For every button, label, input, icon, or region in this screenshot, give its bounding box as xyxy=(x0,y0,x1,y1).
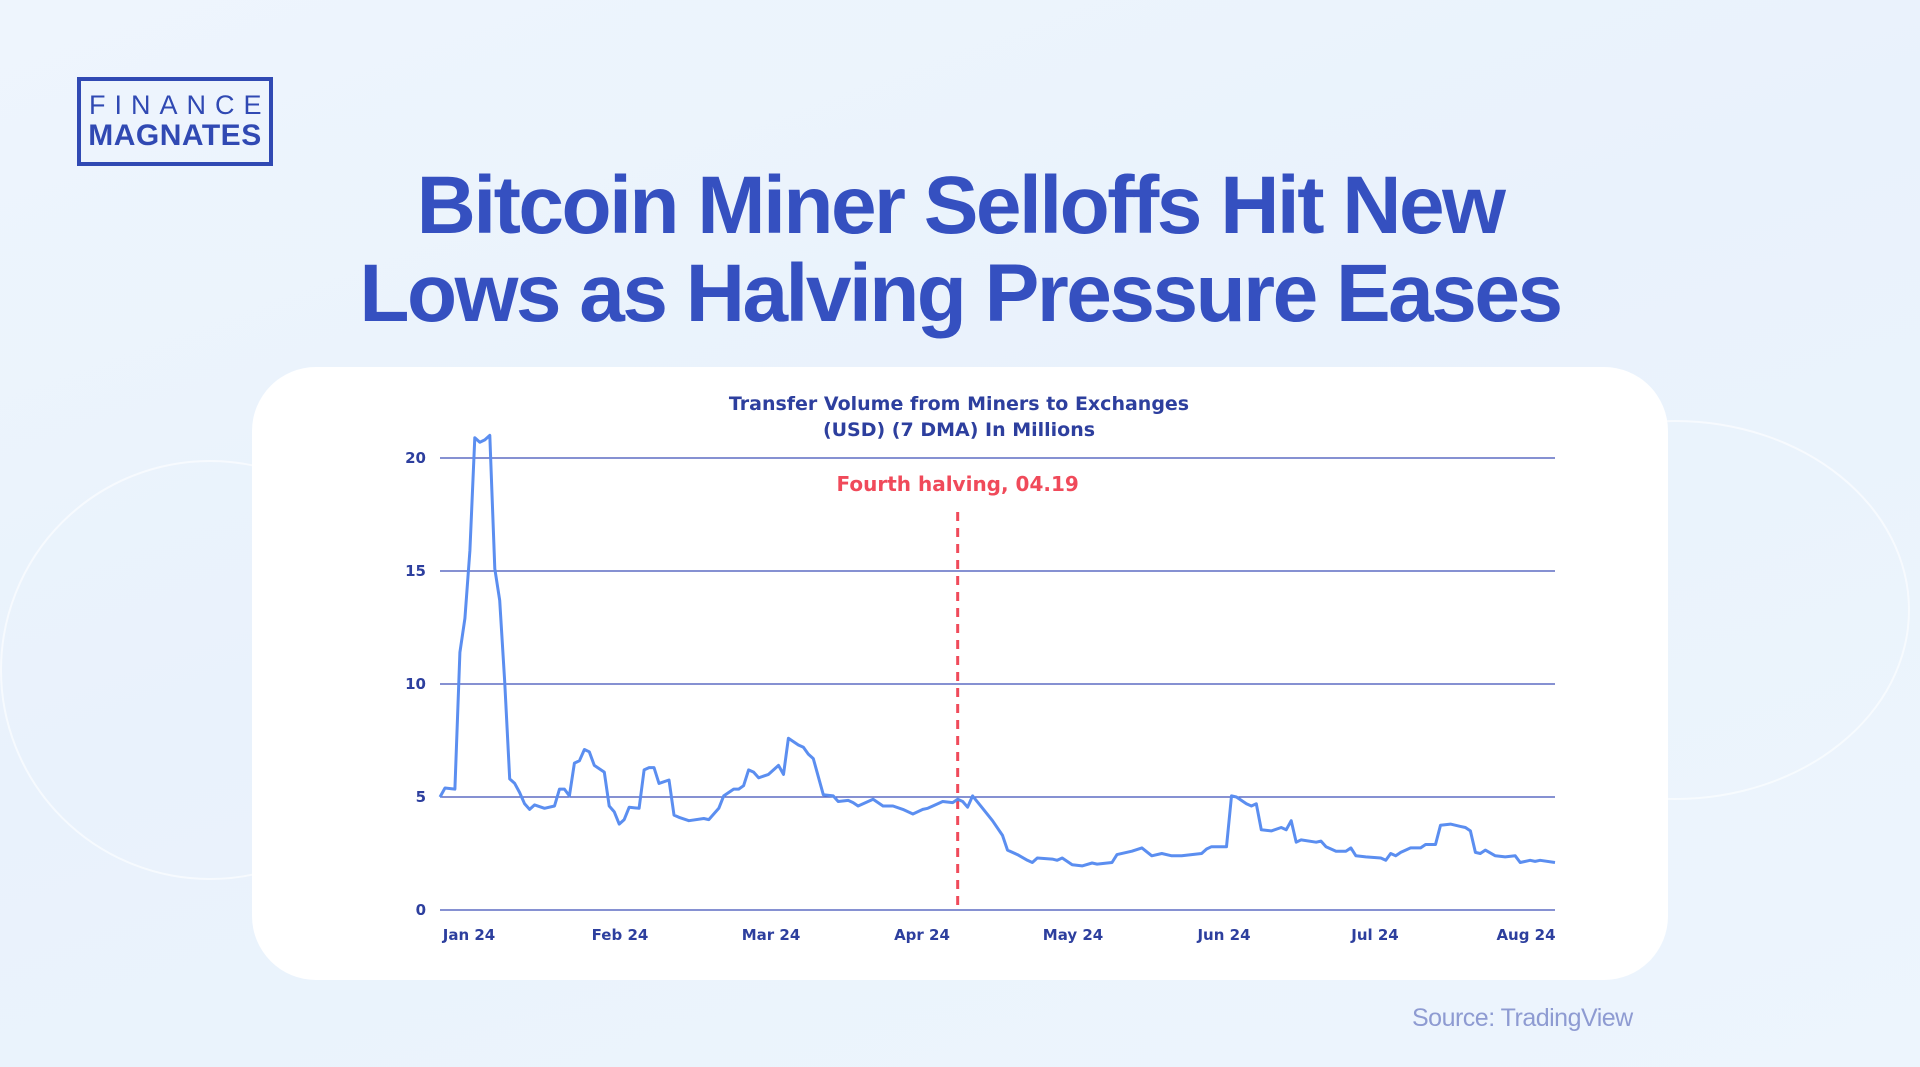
x-tick-label: Feb 24 xyxy=(592,926,649,944)
logo-line-1: FINANCE xyxy=(89,90,271,120)
logo-line-2: MAGNATES xyxy=(88,119,262,152)
y-tick-label: 10 xyxy=(405,675,426,693)
x-tick-label: Mar 24 xyxy=(742,926,801,944)
chart-card xyxy=(252,367,1668,980)
y-tick-label: 15 xyxy=(405,562,426,580)
x-tick-label: Aug 24 xyxy=(1496,926,1555,944)
halving-annotation: Fourth halving, 04.19 xyxy=(837,472,1079,496)
x-tick-label: Apr 24 xyxy=(894,926,950,944)
source-credit: Source: TradingView xyxy=(1412,1004,1633,1032)
x-tick-label: Jan 24 xyxy=(442,926,495,944)
series-line xyxy=(438,433,1556,868)
headline-line-2: Lows as Halving Pressure Eases xyxy=(359,248,1563,339)
y-tick-label: 20 xyxy=(405,449,426,467)
x-tick-label: Jun 24 xyxy=(1196,926,1250,944)
y-tick-label: 5 xyxy=(416,788,426,806)
x-tick-label: May 24 xyxy=(1043,926,1103,944)
chart-title-line-2: (USD) (7 DMA) In Millions xyxy=(823,419,1095,441)
headline: Bitcoin Miner Selloffs Hit New Lows as H… xyxy=(0,162,1920,338)
y-tick-label: 0 xyxy=(416,901,426,919)
x-tick-label: Jul 24 xyxy=(1350,926,1399,944)
finance-magnates-logo: FINANCE MAGNATES xyxy=(77,77,273,166)
headline-line-1: Bitcoin Miner Selloffs Hit New xyxy=(416,160,1506,251)
chart-title-line-1: Transfer Volume from Miners to Exchanges xyxy=(729,393,1189,415)
